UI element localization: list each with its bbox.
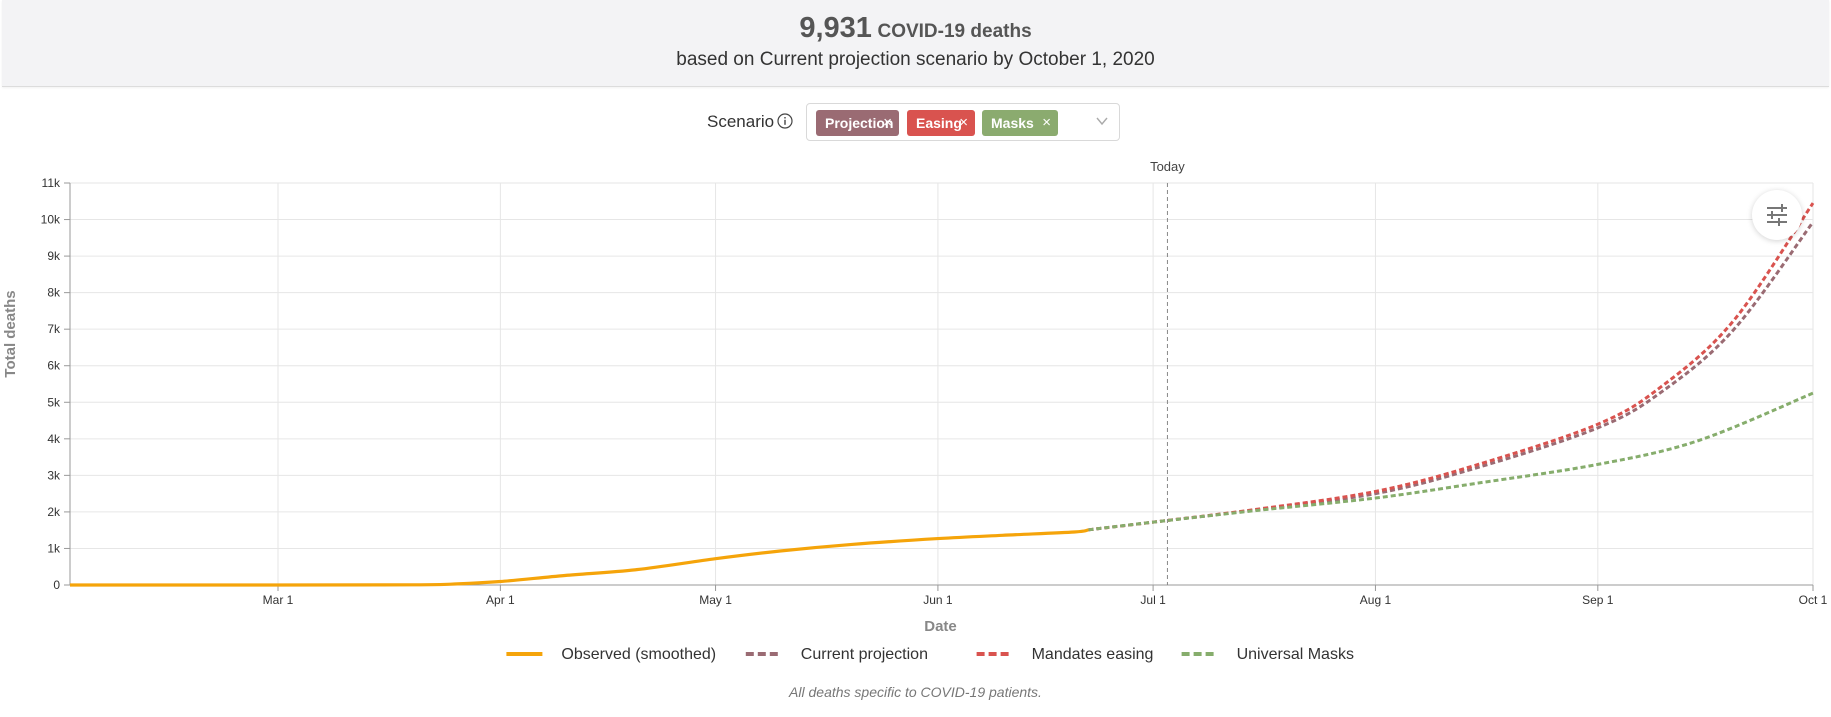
x-tick-label: Sep 1 [1582,593,1614,607]
scenario-filter: Scenario Projection × Easing × Masks × [0,103,1831,143]
series-line-mandates-easing [1088,202,1815,532]
y-tick-label: 7k [47,322,61,336]
legend-item[interactable]: Current projection [745,646,928,663]
y-tick-label: 5k [47,395,61,409]
y-tick-label: 11k [42,176,61,190]
y-tick-label: 6k [47,359,61,373]
y-tick-label: 3k [47,468,61,482]
x-tick-label: Jul 1 [1140,593,1166,607]
y-tick-label: 1k [47,541,61,555]
footnote: All deaths specific to COVID-19 patients… [789,684,1042,700]
y-tick-label: 8k [47,286,61,300]
scenario-subtitle: based on Current projection scenario by … [676,49,1155,70]
x-tick-label: Mar 1 [263,593,294,607]
y-tick-label: 4k [47,432,61,446]
legend-item[interactable]: Universal Masks [1181,646,1354,663]
y-tick-label: 0 [53,578,60,592]
scenario-select[interactable]: Projection × Easing × Masks × [806,103,1120,141]
y-tick-label: 2k [47,505,61,519]
today-label: Today [1150,159,1185,174]
deaths-label: COVID-19 deaths [877,21,1032,42]
remove-tag-button[interactable]: × [883,114,892,131]
deaths-number: 9,931 [799,12,872,44]
deaths-line-chart: 0 1k 2k 3k 4k 5k 6k 7k 8k 9k 10k 11k Mar 1 Apr 1 May 1… [2,159,1828,663]
series-line-universal-masks [1088,391,1814,532]
x-tick-label: May 1 [699,593,732,607]
chevron-down-icon[interactable] [1095,114,1109,128]
scenario-tag-easing: Easing × [907,110,975,136]
x-tick-label: Apr 1 [486,593,515,607]
chart-container: 0 1k 2k 3k 4k 5k 6k 7k 8k 9k 10k 11k Mar 1 Apr 1 May 1… [0,150,1831,717]
chart-options-button[interactable] [1752,190,1802,240]
x-tick-label: Jun 1 [923,593,953,607]
scenario-tag-label: Easing [916,115,962,131]
remove-tag-button[interactable]: × [1042,114,1051,131]
legend-label: Observed (smoothed) [561,646,716,663]
y-axis-title: Total deaths [2,290,19,377]
scenario-tag-label: Masks [991,115,1034,131]
series-line-current-projection [1088,221,1815,532]
scenario-tag-projection: Projection × [816,110,899,136]
legend-label: Universal Masks [1237,646,1354,663]
y-tick-label: 9k [47,249,61,263]
scenario-tag-label: Projection [825,115,894,131]
info-circle-icon[interactable] [777,113,793,129]
legend-label: Current projection [801,646,928,663]
deaths-headline: 9,931 COVID-19 deaths [2,12,1829,45]
legend-item[interactable]: Observed (smoothed) [506,646,716,663]
x-tick-label: Oct 1 [1799,593,1828,607]
x-axis-title: Date [924,618,957,635]
summary-header: 9,931 COVID-19 deaths based on Current p… [2,0,1829,87]
sliders-icon [1767,204,1787,226]
scenario-label: Scenario [707,112,775,131]
legend-item[interactable]: Mandates easing [976,646,1154,663]
remove-tag-button[interactable]: × [959,114,968,131]
scenario-tag-masks: Masks × [982,110,1058,136]
legend-label: Mandates easing [1032,646,1154,663]
y-tick-label: 10k [41,213,61,227]
series-line-observed-smoothed [69,528,1089,587]
x-tick-label: Aug 1 [1360,593,1392,607]
